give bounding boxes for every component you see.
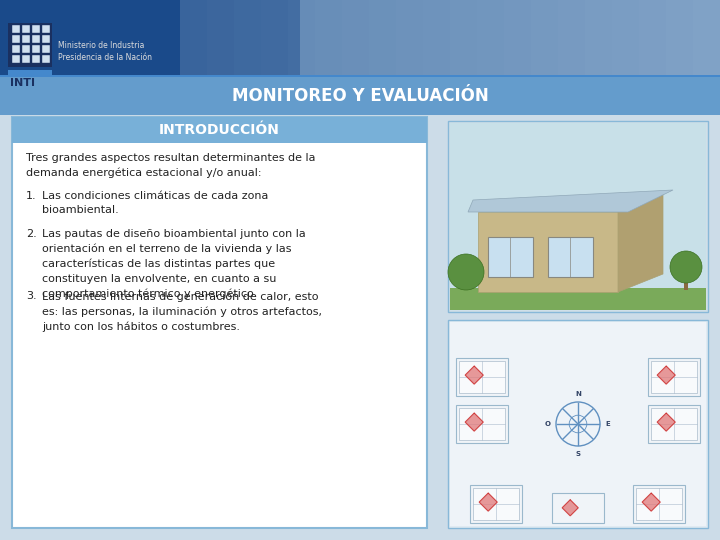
Polygon shape: [618, 194, 663, 292]
Bar: [477, 0, 504, 75]
Bar: [180, 0, 207, 75]
Bar: [639, 0, 666, 75]
Bar: [459, 408, 505, 440]
Bar: [8, 23, 52, 67]
Bar: [531, 0, 558, 75]
Circle shape: [670, 251, 702, 283]
Bar: [396, 0, 423, 75]
Bar: [12, 117, 427, 143]
Bar: [22, 45, 30, 53]
Polygon shape: [562, 500, 578, 516]
Bar: [612, 0, 639, 75]
Text: Ministerio de Industria: Ministerio de Industria: [58, 41, 145, 50]
Bar: [22, 25, 30, 33]
Polygon shape: [480, 493, 498, 511]
Bar: [651, 408, 697, 440]
Bar: [684, 270, 688, 290]
Bar: [42, 45, 50, 53]
Circle shape: [448, 254, 484, 290]
Bar: [261, 0, 288, 75]
Bar: [22, 35, 30, 43]
Text: Presidencia de la Nación: Presidencia de la Nación: [58, 53, 152, 62]
Polygon shape: [642, 493, 660, 511]
Polygon shape: [468, 190, 673, 212]
Bar: [651, 361, 697, 393]
Text: INTRODUCCIÓN: INTRODUCCIÓN: [159, 123, 280, 137]
Bar: [450, 123, 706, 310]
Text: 3.: 3.: [26, 291, 37, 301]
FancyBboxPatch shape: [12, 117, 427, 528]
Bar: [448, 121, 708, 312]
Bar: [8, 70, 52, 75]
Bar: [450, 322, 706, 526]
Bar: [32, 35, 40, 43]
Bar: [666, 0, 693, 75]
Bar: [585, 0, 612, 75]
Bar: [693, 0, 720, 75]
Bar: [42, 25, 50, 33]
Bar: [450, 0, 477, 75]
Bar: [648, 358, 700, 396]
Bar: [558, 0, 585, 75]
Bar: [552, 492, 604, 523]
Text: E: E: [606, 421, 611, 427]
Bar: [450, 288, 706, 310]
Bar: [12, 35, 20, 43]
Bar: [12, 55, 20, 63]
Bar: [315, 0, 342, 75]
Bar: [448, 320, 708, 528]
Polygon shape: [465, 366, 483, 384]
Text: N: N: [575, 391, 581, 397]
Text: Las pautas de diseño bioambiental junto con la
orientación en el terreno de la v: Las pautas de diseño bioambiental junto …: [42, 229, 306, 299]
Bar: [369, 0, 396, 75]
Bar: [548, 237, 593, 277]
Bar: [234, 0, 261, 75]
Text: INTI: INTI: [10, 78, 35, 88]
Bar: [207, 0, 234, 75]
Text: 1.: 1.: [26, 191, 37, 201]
Bar: [342, 0, 369, 75]
Bar: [423, 0, 450, 75]
Text: Tres grandes aspectos resultan determinantes de la
demanda energética estacional: Tres grandes aspectos resultan determina…: [26, 153, 315, 178]
Bar: [0, 77, 720, 115]
Bar: [648, 405, 700, 443]
Bar: [464, 270, 468, 290]
Text: MONITOREO Y EVALUACIÓN: MONITOREO Y EVALUACIÓN: [232, 87, 488, 105]
Text: S: S: [575, 451, 580, 457]
Bar: [473, 488, 519, 520]
Polygon shape: [657, 366, 675, 384]
Bar: [12, 25, 20, 33]
Bar: [0, 77, 720, 115]
Bar: [633, 485, 685, 523]
Text: Las fuentes internas de generación de calor, esto
es: las personas, la iluminaci: Las fuentes internas de generación de ca…: [42, 291, 322, 332]
Text: 2.: 2.: [26, 229, 37, 239]
Bar: [456, 405, 508, 443]
Bar: [504, 0, 531, 75]
Bar: [12, 45, 20, 53]
Text: O: O: [545, 421, 551, 427]
Bar: [636, 488, 682, 520]
Bar: [288, 0, 315, 75]
Polygon shape: [465, 413, 483, 431]
Bar: [0, 75, 720, 77]
Text: Las condiciones climáticas de cada zona
bioambiental.: Las condiciones climáticas de cada zona …: [42, 191, 269, 215]
Bar: [459, 361, 505, 393]
Bar: [0, 0, 720, 75]
Bar: [32, 45, 40, 53]
Bar: [32, 25, 40, 33]
Bar: [42, 55, 50, 63]
Polygon shape: [478, 212, 618, 292]
Bar: [300, 0, 720, 75]
Bar: [42, 35, 50, 43]
Bar: [22, 55, 30, 63]
Bar: [32, 55, 40, 63]
Bar: [488, 237, 533, 277]
Bar: [470, 485, 522, 523]
Polygon shape: [657, 413, 675, 431]
Bar: [456, 358, 508, 396]
